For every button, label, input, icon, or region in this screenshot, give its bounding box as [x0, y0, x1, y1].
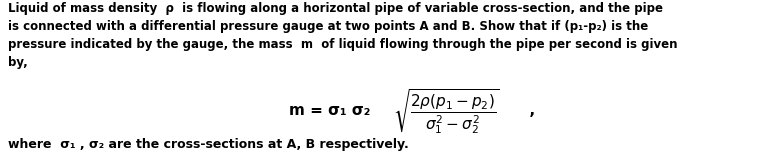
- Text: m = σ₁ σ₂: m = σ₁ σ₂: [289, 103, 370, 118]
- Text: ,: ,: [519, 103, 535, 118]
- Text: $\sqrt{\dfrac{2\rho(p_1-p_2)}{\sigma_1^2-\sigma_2^2}}$: $\sqrt{\dfrac{2\rho(p_1-p_2)}{\sigma_1^2…: [393, 87, 500, 136]
- Text: where  σ₁ , σ₂ are the cross-sections at A, B respectively.: where σ₁ , σ₂ are the cross-sections at …: [8, 138, 408, 151]
- Text: Liquid of mass density  ρ  is flowing along a horizontal pipe of variable cross-: Liquid of mass density ρ is flowing alon…: [8, 2, 677, 69]
